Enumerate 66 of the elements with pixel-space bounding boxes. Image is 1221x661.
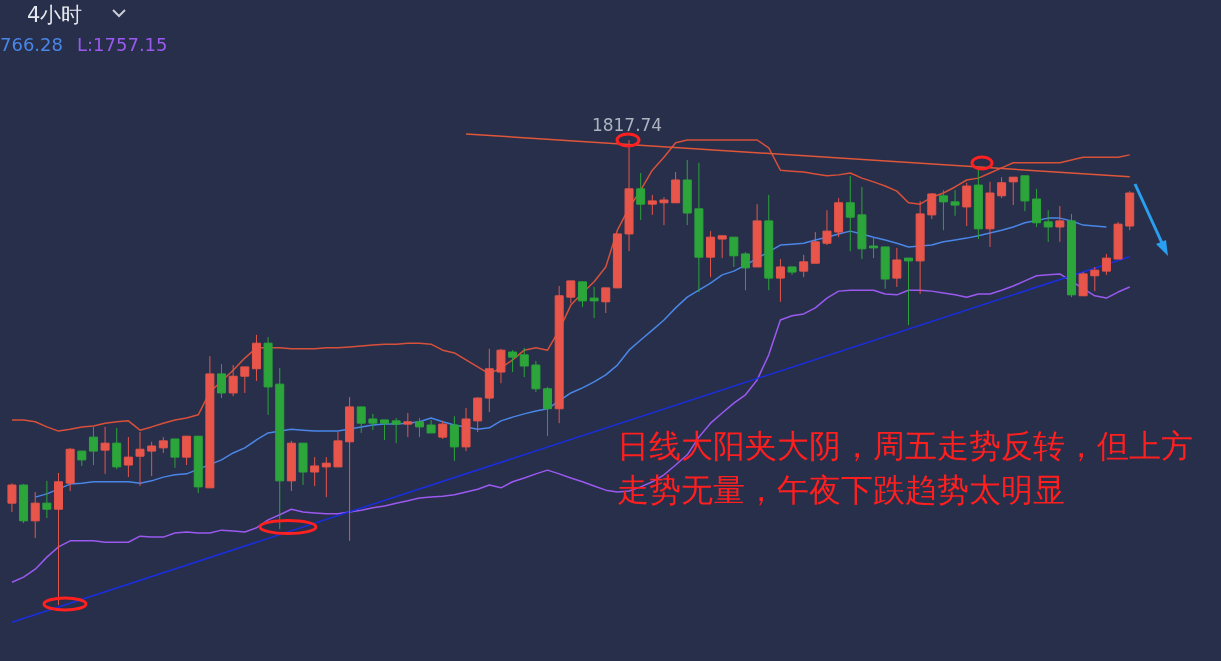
candlestick bbox=[659, 196, 669, 226]
candlestick bbox=[1055, 205, 1065, 243]
candlestick bbox=[310, 456, 320, 487]
candlestick bbox=[566, 280, 576, 304]
candlestick bbox=[671, 171, 681, 204]
candlestick bbox=[775, 258, 785, 303]
candlestick bbox=[903, 257, 913, 326]
candlestick bbox=[845, 175, 855, 252]
text: 766.28 bbox=[0, 34, 63, 55]
candlestick bbox=[1008, 176, 1018, 206]
candlestick bbox=[7, 482, 17, 513]
candlestick bbox=[88, 426, 98, 466]
candlestick bbox=[531, 360, 541, 393]
candlestick bbox=[647, 194, 657, 216]
candlestick bbox=[228, 364, 238, 397]
candlestick bbox=[30, 491, 40, 539]
candlestick bbox=[1032, 188, 1042, 228]
candlestick bbox=[100, 426, 110, 475]
candlestick bbox=[938, 189, 948, 231]
candlestick bbox=[717, 235, 727, 259]
candlestick bbox=[601, 287, 611, 314]
candlestick bbox=[636, 172, 646, 221]
candlestick bbox=[577, 281, 587, 308]
candlestick bbox=[449, 415, 459, 462]
candlestick bbox=[217, 363, 227, 399]
text: L:1757.15 bbox=[76, 34, 168, 55]
candlestick bbox=[997, 176, 1007, 199]
candlestick bbox=[729, 236, 739, 268]
candlestick bbox=[391, 417, 401, 444]
candlestick bbox=[1078, 271, 1088, 297]
candlestick bbox=[473, 396, 483, 433]
candlestick bbox=[869, 236, 879, 259]
candlestick bbox=[799, 254, 809, 278]
candlestick bbox=[42, 480, 52, 519]
candlestick bbox=[403, 412, 413, 438]
candlestick bbox=[170, 438, 180, 469]
candlestick bbox=[356, 406, 366, 434]
candlestick bbox=[112, 427, 122, 470]
annotation: 1817.74 bbox=[591, 115, 663, 135]
candlestick bbox=[182, 435, 192, 466]
candlestick bbox=[589, 286, 599, 319]
candlestick bbox=[438, 420, 448, 440]
candlestick bbox=[123, 436, 133, 478]
candlestick bbox=[822, 209, 832, 246]
candlestick bbox=[1101, 253, 1111, 276]
candlestick bbox=[927, 192, 937, 220]
candlestick bbox=[368, 413, 378, 431]
candlestick bbox=[508, 349, 518, 373]
candlestick bbox=[147, 441, 157, 477]
candlestick bbox=[1043, 209, 1053, 243]
candlestick bbox=[950, 189, 960, 217]
chart-title: 4小时 bbox=[27, 2, 83, 29]
candlestick bbox=[519, 347, 529, 378]
candlestick bbox=[543, 386, 553, 437]
candlestick bbox=[810, 231, 820, 264]
candlestick bbox=[321, 456, 331, 498]
candlestick bbox=[135, 431, 145, 487]
candlestick bbox=[706, 230, 716, 278]
candlestick bbox=[240, 366, 250, 394]
candlestick bbox=[892, 247, 902, 288]
candlestick bbox=[380, 419, 390, 441]
candlestick bbox=[740, 251, 750, 291]
candlestick bbox=[1090, 266, 1100, 292]
candlestick bbox=[962, 182, 972, 227]
candlestick bbox=[414, 417, 424, 438]
candlestick bbox=[496, 348, 506, 384]
